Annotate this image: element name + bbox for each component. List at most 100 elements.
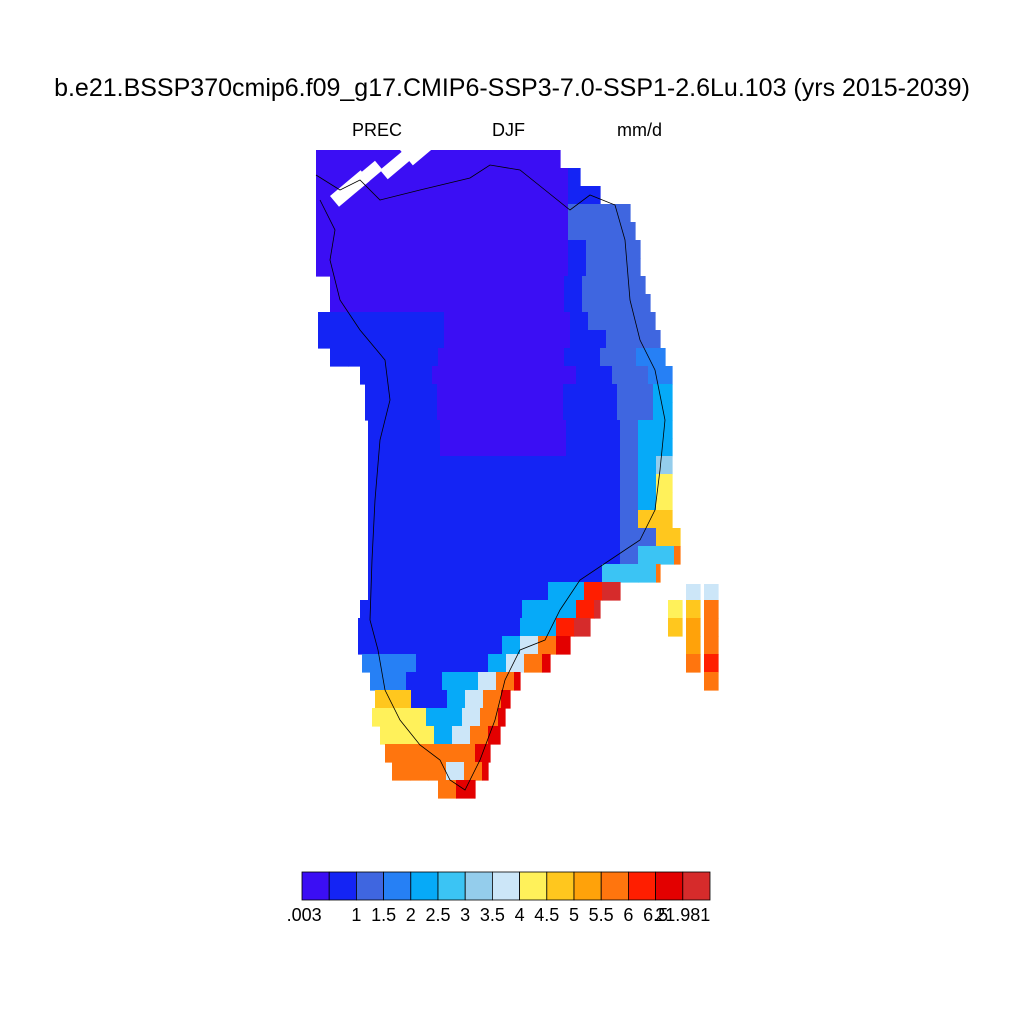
map-cell — [604, 258, 623, 277]
map-cell — [439, 744, 458, 763]
map-cell — [686, 600, 701, 619]
map-cell — [654, 348, 666, 367]
map-cell — [530, 438, 549, 457]
map-cell — [620, 438, 639, 457]
map-cell — [474, 780, 476, 799]
map-cell — [638, 474, 657, 493]
map-cell — [386, 564, 405, 583]
map-cell — [638, 528, 657, 547]
map-cell — [478, 186, 497, 205]
map-cell — [638, 510, 657, 529]
map-cell — [566, 546, 585, 565]
map-cell — [483, 690, 502, 709]
map-cell — [548, 582, 567, 601]
map-cell — [386, 474, 405, 493]
map-cell — [476, 438, 495, 457]
map-cell — [568, 186, 587, 205]
map-cell — [622, 222, 636, 241]
map-cell — [638, 456, 657, 475]
map-cell — [464, 762, 483, 781]
map-cell — [674, 546, 681, 565]
map-cell — [429, 690, 448, 709]
map-cell — [458, 492, 477, 511]
map-cell — [494, 582, 513, 601]
map-cell — [512, 456, 531, 475]
colorbar-swatch — [383, 871, 412, 901]
map-cell — [352, 150, 371, 169]
map-cell — [498, 708, 506, 727]
map-cell — [534, 312, 553, 331]
map-cell — [370, 186, 389, 205]
map-cell — [402, 276, 421, 295]
map-cell — [416, 654, 435, 673]
map-cell — [368, 456, 387, 475]
map-cell — [704, 618, 719, 637]
map-cell — [478, 168, 497, 187]
map-cell — [422, 474, 441, 493]
map-cell — [390, 330, 409, 349]
map-cell — [586, 222, 605, 241]
map-cell — [444, 708, 463, 727]
map-cell — [636, 294, 651, 313]
map-cell — [488, 726, 501, 745]
coastline — [315, 164, 666, 791]
map-cell — [386, 546, 405, 565]
map-cell — [478, 204, 497, 223]
colorbar — [301, 871, 711, 901]
map-cell — [473, 384, 492, 403]
chart-title: b.e21.BSSP370cmip6.f09_g17.CMIP6-SSP3-7.… — [54, 74, 970, 102]
map-cell — [384, 276, 403, 295]
map-cell — [558, 366, 577, 385]
map-cell — [442, 672, 461, 691]
map-cell — [386, 420, 405, 439]
map-cell — [496, 204, 515, 223]
map-cell — [514, 258, 533, 277]
map-cell — [406, 204, 425, 223]
map-cell — [422, 546, 441, 565]
map-cell — [360, 366, 379, 385]
map-cell — [642, 312, 656, 331]
colorbar-swatch — [628, 871, 657, 901]
map-cell — [394, 618, 413, 637]
map-cell — [494, 528, 513, 547]
map-cell — [466, 618, 485, 637]
map-cell — [496, 672, 515, 691]
map-cell — [476, 492, 495, 511]
map-cell — [384, 348, 403, 367]
map-cell — [424, 168, 443, 187]
map-cell — [617, 384, 636, 403]
map-cell — [368, 438, 387, 457]
colorbar-tick-label: 5 — [568, 905, 580, 925]
map-cell — [548, 420, 567, 439]
map-cell — [558, 600, 577, 619]
map-cell — [606, 330, 625, 349]
map-cell — [424, 204, 443, 223]
map-cell — [316, 222, 335, 241]
map-cell — [568, 222, 587, 241]
map-cell — [656, 546, 675, 565]
map-cell — [412, 636, 431, 655]
map-cell — [524, 654, 543, 673]
map-cell — [434, 726, 453, 745]
map-cell — [421, 744, 440, 763]
map-cell — [478, 222, 497, 241]
map-cell — [316, 150, 335, 169]
map-cell — [462, 330, 481, 349]
map-cell — [636, 348, 655, 367]
map-cell — [648, 366, 667, 385]
map-cell — [440, 438, 459, 457]
fjord-gap — [352, 160, 383, 190]
map-cell — [406, 222, 425, 241]
map-cell — [334, 150, 353, 169]
map-cell — [455, 402, 474, 421]
map-cell — [548, 456, 567, 475]
map-cell — [438, 294, 457, 313]
map-cell — [618, 276, 637, 295]
map-cell — [388, 240, 407, 259]
map-cell — [447, 690, 466, 709]
map-cell — [476, 456, 495, 475]
map-cell — [600, 348, 619, 367]
map-cell — [406, 168, 425, 187]
map-cell — [548, 564, 567, 583]
map-cell — [512, 564, 531, 583]
